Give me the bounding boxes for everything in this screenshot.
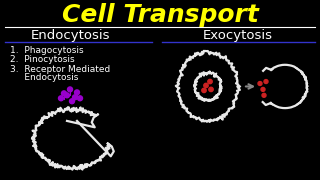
Text: Endocytosis: Endocytosis bbox=[30, 29, 110, 42]
Circle shape bbox=[202, 88, 206, 93]
Circle shape bbox=[73, 95, 77, 100]
Circle shape bbox=[75, 90, 79, 95]
Text: Cell Transport: Cell Transport bbox=[61, 3, 259, 27]
Circle shape bbox=[77, 96, 83, 101]
Circle shape bbox=[68, 87, 73, 92]
Text: 2.  Pinocytosis: 2. Pinocytosis bbox=[10, 55, 75, 64]
Circle shape bbox=[261, 87, 265, 91]
Text: Exocytosis: Exocytosis bbox=[203, 29, 273, 42]
Circle shape bbox=[209, 87, 213, 92]
Circle shape bbox=[69, 99, 75, 104]
Circle shape bbox=[65, 93, 69, 98]
Circle shape bbox=[204, 83, 208, 88]
Text: 1.  Phagocytosis: 1. Phagocytosis bbox=[10, 46, 84, 55]
Circle shape bbox=[258, 82, 262, 86]
Circle shape bbox=[59, 96, 63, 101]
Circle shape bbox=[262, 93, 266, 97]
Circle shape bbox=[61, 91, 67, 96]
Circle shape bbox=[264, 80, 268, 84]
Text: 3.  Receptor Mediated: 3. Receptor Mediated bbox=[10, 65, 110, 74]
Text: Endocytosis: Endocytosis bbox=[10, 73, 78, 82]
Circle shape bbox=[208, 79, 212, 84]
